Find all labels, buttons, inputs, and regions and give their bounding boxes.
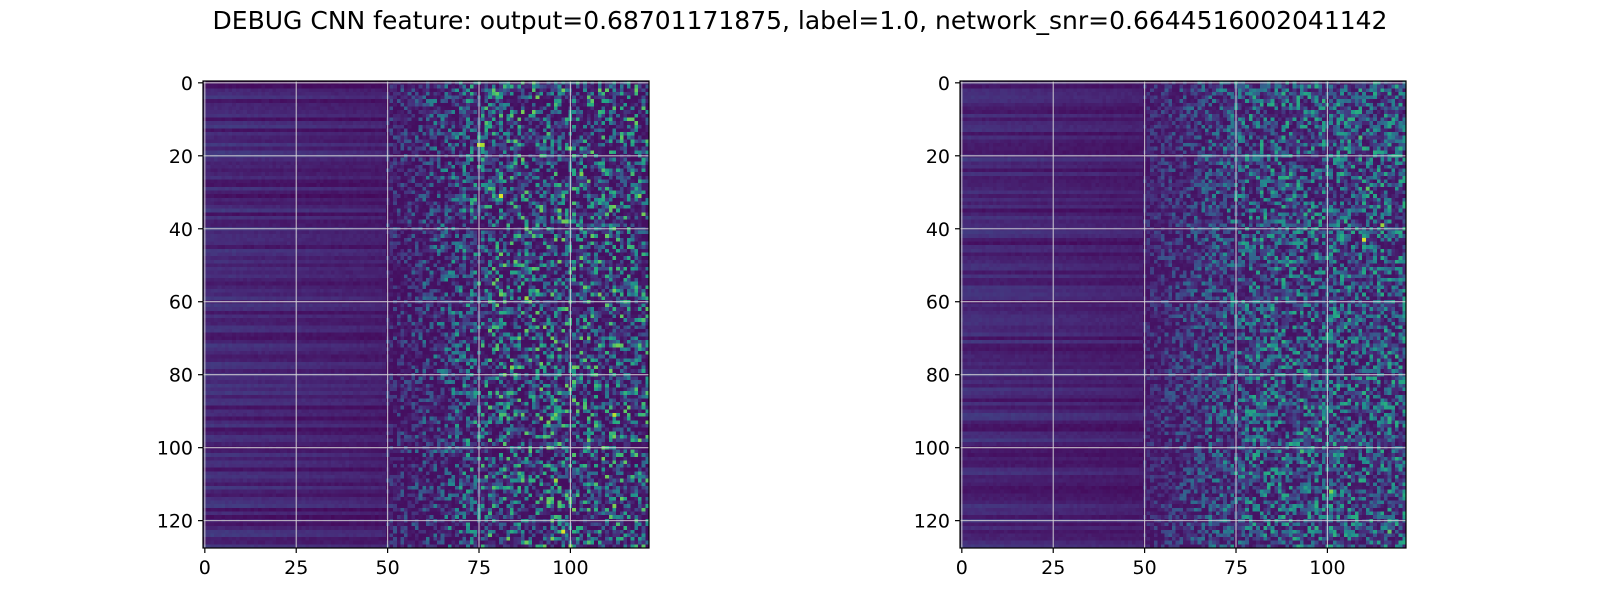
- y-tick-label: 80: [169, 365, 193, 387]
- x-tick-label: 100: [552, 557, 588, 579]
- x-tick-label: 50: [1133, 557, 1157, 579]
- x-tick-label: 75: [1224, 557, 1248, 579]
- y-tick-label: 40: [169, 219, 193, 241]
- heatmap-image: [203, 81, 649, 548]
- heatmap-hotspot-cell: [510, 365, 514, 370]
- x-tick-label: 50: [376, 557, 400, 579]
- x-tick-label: 0: [199, 557, 211, 579]
- x-tick-label: 75: [467, 557, 491, 579]
- figure-title: DEBUG CNN feature: output=0.68701171875,…: [212, 6, 1388, 35]
- heatmap-hotspot-cell: [480, 143, 485, 147]
- y-tick-label: 100: [914, 438, 950, 460]
- heatmap-panel-2: 0 25 50 75 100 0 20 40 60 80 100 120: [914, 73, 1407, 579]
- heatmap-hotspot-cell: [499, 194, 503, 198]
- heatmap-panel-1: 0 25 50 75 100 0 20 40 60 80 100 120: [157, 73, 650, 579]
- x-tick-label: 25: [1041, 557, 1065, 579]
- axes-frame: [202, 80, 650, 549]
- y-tick-label: 20: [926, 146, 950, 168]
- y-tick-label: 0: [181, 73, 193, 95]
- heatmap-hotspot-cell: [1365, 186, 1370, 191]
- x-tick-label: 25: [284, 557, 308, 579]
- y-tick-label: 0: [938, 73, 950, 95]
- heatmap-hotspot-cell: [1380, 223, 1385, 228]
- heatmap-hotspot-cell: [524, 296, 529, 301]
- heatmap-hotspot-cell: [1329, 489, 1334, 494]
- y-tick-label: 120: [914, 511, 950, 533]
- y-tick-label: 40: [926, 219, 950, 241]
- y-tick-label: 80: [926, 365, 950, 387]
- heatmap-hotspot-cell: [553, 478, 558, 483]
- y-tick-label: 100: [157, 438, 193, 460]
- heatmap-hotspot-cell: [1387, 529, 1392, 534]
- x-tick-label: 0: [956, 557, 968, 579]
- y-tick-label: 60: [169, 292, 193, 314]
- heatmap-hotspot-cell: [612, 504, 617, 509]
- x-tick-label: 100: [1309, 557, 1345, 579]
- heatmap-hotspot-cell: [1358, 135, 1363, 140]
- heatmap-hotspot-cell: [612, 413, 617, 417]
- heatmap-hotspot-cell: [1362, 237, 1366, 242]
- y-tick-label: 20: [169, 146, 193, 168]
- axes-frame: [959, 80, 1407, 549]
- y-tick-label: 120: [157, 511, 193, 533]
- heatmap-hotspot-cell: [561, 529, 566, 534]
- y-tick-label: 60: [926, 292, 950, 314]
- heatmap-image: [960, 81, 1406, 548]
- heatmap-hotspot-cell: [579, 172, 584, 177]
- heatmap-hotspot-cell: [1299, 449, 1304, 454]
